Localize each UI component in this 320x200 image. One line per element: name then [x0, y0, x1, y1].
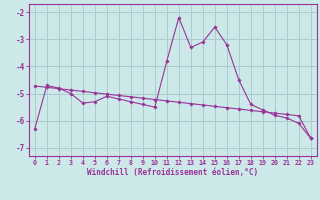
X-axis label: Windchill (Refroidissement éolien,°C): Windchill (Refroidissement éolien,°C)	[87, 168, 258, 177]
